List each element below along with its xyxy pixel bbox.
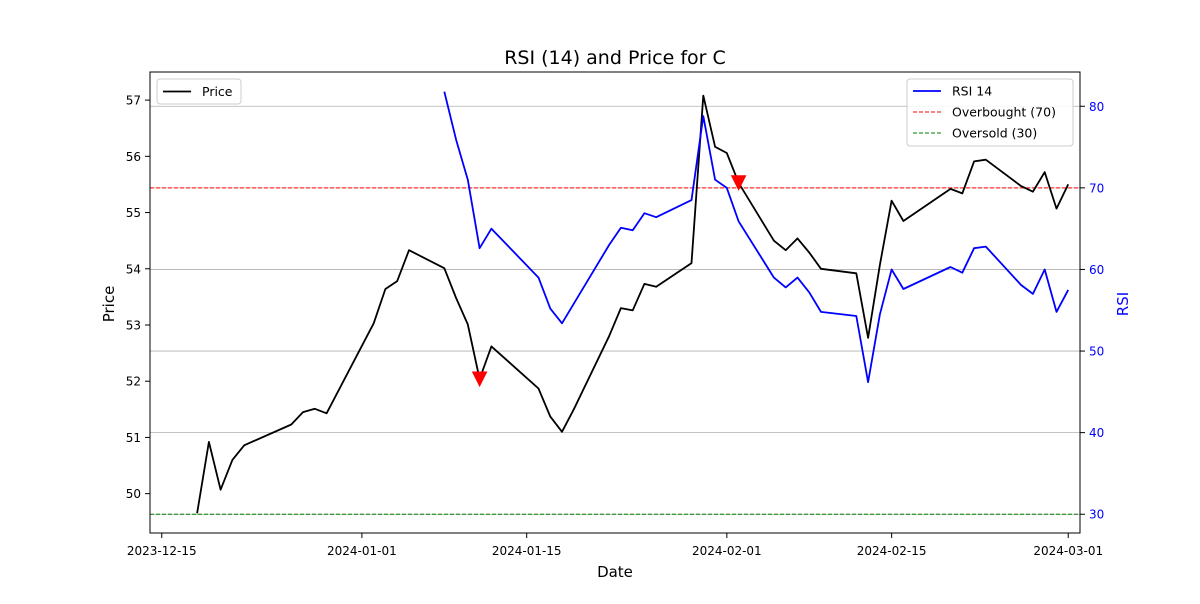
y2-axis-label: RSI — [1114, 292, 1132, 316]
y-tick-label: 57 — [126, 94, 141, 108]
y-tick-label: 56 — [126, 150, 141, 164]
sell-marker — [730, 175, 747, 191]
x-axis-label: Date — [597, 563, 633, 581]
legend-label-price: Price — [202, 84, 233, 99]
x-tick-label: 2023-12-15 — [127, 544, 197, 558]
legend-label-overbought: Overbought (70) — [952, 105, 1056, 120]
series-layer — [196, 91, 1070, 514]
x-tick-label: 2024-02-01 — [692, 544, 762, 558]
y2-tick-label: 50 — [1089, 345, 1104, 359]
legends: Price RSI 14 Overbought (70) Oversold (30) — [156, 78, 1074, 147]
markers-layer — [471, 175, 747, 388]
sell-marker — [471, 371, 488, 388]
reference-lines — [150, 187, 1080, 515]
y2-tick-label: 40 — [1089, 426, 1104, 440]
legend-box-right — [906, 78, 1074, 147]
legend-label-oversold: Oversold (30) — [952, 126, 1037, 141]
y-tick-label: 52 — [126, 375, 141, 389]
plot-frame — [149, 71, 1081, 534]
x-tick-label: 2024-02-15 — [857, 544, 927, 558]
y-axis-left: 50 51 52 53 54 55 56 57 — [126, 94, 150, 501]
x-tick-label: 2024-03-01 — [1033, 544, 1103, 558]
y-tick-label: 50 — [126, 487, 141, 501]
y2-tick-label: 70 — [1089, 181, 1104, 195]
y-tick-label: 51 — [126, 431, 141, 445]
y2-tick-label: 30 — [1089, 508, 1104, 522]
y-axis-label: Price — [100, 286, 118, 323]
y2-tick-label: 60 — [1089, 263, 1104, 277]
chart-title: RSI (14) and Price for C — [504, 47, 726, 69]
legend-label-rsi: RSI 14 — [952, 84, 992, 99]
y-tick-label: 54 — [126, 262, 141, 276]
x-tick-label: 2024-01-01 — [327, 544, 397, 558]
legend-box-left — [156, 78, 242, 105]
y-tick-label: 53 — [126, 318, 141, 332]
price-line — [196, 94, 1070, 514]
y-axis-right: 30 40 50 60 70 80 — [1080, 100, 1104, 522]
rsi-line — [443, 91, 1069, 384]
x-axis: 2023-12-15 2024-01-01 2024-01-15 2024-02-01… — [127, 533, 1103, 558]
x-tick-label: 2024-01-15 — [492, 544, 562, 558]
y2-tick-label: 80 — [1089, 100, 1104, 114]
y-tick-label: 55 — [126, 206, 141, 220]
